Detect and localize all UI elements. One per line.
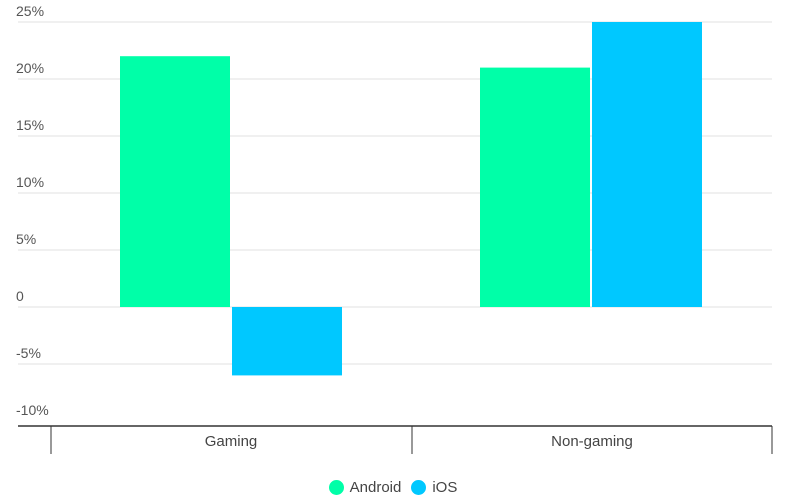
bar-android-non-gaming	[480, 67, 590, 307]
legend: Android iOS	[0, 476, 786, 498]
y-tick-label: 25%	[16, 3, 44, 19]
y-tick-label: 20%	[16, 60, 44, 76]
bar-ios-gaming	[232, 307, 342, 376]
bar-ios-non-gaming	[592, 22, 702, 307]
legend-label: Android	[349, 478, 402, 496]
bar-chart: 25% 20% 15% 10% 5% 0 -5% -10% Gaming Non-gaming	[16, 3, 773, 454]
legend-item-ios: iOS	[411, 479, 457, 496]
y-tick-label: 10%	[16, 174, 44, 190]
y-tick-label: -10%	[16, 402, 49, 418]
y-tick-label: 0	[16, 288, 24, 304]
y-axis-tick-labels: 25% 20% 15% 10% 5% 0 -5% -10%	[16, 3, 49, 418]
legend-item-android: Android	[328, 478, 402, 496]
x-category-label: Gaming	[205, 433, 258, 450]
x-category-label: Non-gaming	[551, 433, 633, 450]
legend-swatch	[328, 479, 344, 495]
legend-swatch	[411, 479, 427, 495]
legend-label: iOS	[432, 478, 458, 496]
bars	[120, 22, 702, 376]
x-axis: Gaming Non-gaming	[18, 425, 773, 454]
bar-android-gaming	[120, 56, 230, 308]
y-tick-label: 15%	[16, 117, 44, 133]
y-tick-label: -5%	[16, 345, 41, 361]
y-tick-label: 5%	[16, 231, 36, 247]
